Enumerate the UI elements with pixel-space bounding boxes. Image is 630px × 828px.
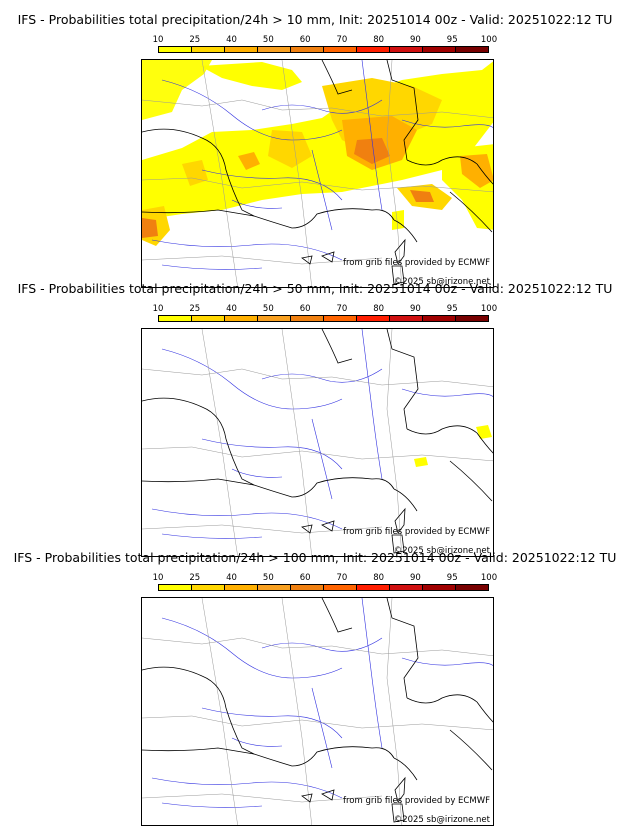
colorbar-tick-label: 70: [336, 573, 348, 583]
colorbar-segment: [423, 585, 456, 590]
colorbar-labels: 10 25 40 50 60 70 80 90 95 100: [153, 573, 498, 583]
region-borders: [142, 329, 493, 556]
colorbar-segment: [192, 47, 225, 52]
colorbar-segment: [456, 585, 488, 590]
colorbar-segment: [225, 47, 258, 52]
region-borders: [142, 60, 493, 287]
map-drawing: [142, 598, 493, 825]
colorbar-tick-label: 10: [152, 35, 164, 45]
colorbar-segment: [357, 585, 390, 590]
colorbar-segment: [390, 585, 423, 590]
colorbar-segment: [324, 316, 357, 321]
panel-title: IFS - Probabilities total precipitation/…: [17, 12, 613, 27]
rivers: [151, 598, 493, 808]
credit-source: from grib files provided by ECMWF: [343, 527, 490, 537]
colorbar-tick-label: 50: [262, 35, 274, 45]
colorbar-segment: [192, 585, 225, 590]
colorbar: 10 25 40 50 60 70 80 90 95 100: [153, 573, 498, 591]
colorbar-tick-label: 90: [410, 573, 421, 583]
colorbar-bar: [158, 315, 489, 322]
region-borders: [142, 598, 493, 825]
colorbar-tick-label: 95: [446, 35, 458, 45]
colorbar-segment: [456, 316, 488, 321]
colorbar-tick-label: 100: [480, 573, 498, 583]
colorbar-tick-label: 60: [299, 304, 311, 314]
rivers: [151, 60, 493, 270]
colorbar-segment: [225, 316, 258, 321]
coastlines: [142, 329, 493, 554]
colorbar-segment: [357, 316, 390, 321]
colorbar-tick-label: 40: [226, 573, 237, 583]
colorbar-segment: [291, 47, 324, 52]
colorbar: 10 25 40 50 60 70 80 90 95 100: [153, 35, 498, 53]
colorbar-bar: [158, 584, 489, 591]
map-panel-50mm: IFS - Probabilities total precipitation/…: [0, 281, 630, 557]
rivers: [151, 329, 493, 539]
colorbar-tick-label: 40: [226, 35, 237, 45]
credit-copyright: ©2025 sb@irizone.net: [393, 277, 490, 287]
panel-title: IFS - Probabilities total precipitation/…: [17, 281, 613, 296]
colorbar-tick-label: 95: [446, 573, 458, 583]
colorbar-segment: [423, 47, 456, 52]
colorbar-tick-label: 80: [373, 35, 385, 45]
colorbar-tick-label: 90: [410, 35, 421, 45]
colorbar-segment: [291, 585, 324, 590]
colorbar-bar: [158, 46, 489, 53]
panel-title: IFS - Probabilities total precipitation/…: [13, 550, 617, 565]
colorbar-tick-label: 80: [373, 304, 385, 314]
colorbar-tick-label: 50: [262, 573, 274, 583]
colorbar-segment: [159, 47, 192, 52]
colorbar-tick-label: 100: [480, 35, 498, 45]
colorbar-tick-label: 70: [336, 304, 348, 314]
colorbar-tick-label: 60: [299, 35, 311, 45]
colorbar-tick-label: 40: [226, 304, 237, 314]
colorbar-segment: [456, 47, 488, 52]
colorbar-segment: [390, 316, 423, 321]
precip-map: from grib files provided by ECMWF ©2025 …: [141, 328, 494, 557]
colorbar-tick-label: 80: [373, 573, 385, 583]
colorbar-tick-label: 50: [262, 304, 274, 314]
coastlines: [142, 60, 493, 285]
colorbar-segment: [225, 585, 258, 590]
colorbar-tick-label: 100: [480, 304, 498, 314]
colorbar-tick-label: 90: [410, 304, 421, 314]
precip-fields: [142, 60, 493, 246]
colorbar-segment: [258, 47, 291, 52]
colorbar-segment: [192, 316, 225, 321]
colorbar-labels: 10 25 40 50 60 70 80 90 95 100: [153, 35, 498, 45]
colorbar-segment: [390, 47, 423, 52]
colorbar-segment: [291, 316, 324, 321]
map-drawing: [142, 329, 493, 556]
map-panel-100mm: IFS - Probabilities total precipitation/…: [0, 550, 630, 826]
colorbar-segment: [258, 316, 291, 321]
precip-fields: [414, 425, 492, 467]
colorbar-segment: [357, 47, 390, 52]
colorbar-tick-label: 25: [189, 573, 201, 583]
map-panel-10mm: IFS - Probabilities total precipitation/…: [0, 12, 630, 288]
colorbar-segment: [324, 585, 357, 590]
colorbar-segment: [159, 585, 192, 590]
credit-source: from grib files provided by ECMWF: [343, 796, 490, 806]
colorbar-labels: 10 25 40 50 60 70 80 90 95 100: [153, 304, 498, 314]
colorbar-tick-label: 70: [336, 35, 348, 45]
credit-copyright: ©2025 sb@irizone.net: [393, 546, 490, 556]
colorbar: 10 25 40 50 60 70 80 90 95 100: [153, 304, 498, 322]
colorbar-tick-label: 10: [152, 573, 164, 583]
colorbar-segment: [324, 47, 357, 52]
colorbar-tick-label: 95: [446, 304, 458, 314]
credit-source: from grib files provided by ECMWF: [343, 258, 490, 268]
colorbar-tick-label: 25: [189, 304, 201, 314]
colorbar-segment: [159, 316, 192, 321]
precip-map: from grib files provided by ECMWF ©2025 …: [141, 597, 494, 826]
credit-copyright: ©2025 sb@irizone.net: [393, 815, 490, 825]
colorbar-tick-label: 60: [299, 573, 311, 583]
colorbar-segment: [423, 316, 456, 321]
colorbar-tick-label: 25: [189, 35, 201, 45]
colorbar-tick-label: 10: [152, 304, 164, 314]
coastlines: [142, 598, 493, 823]
precip-map: from grib files provided by ECMWF ©2025 …: [141, 59, 494, 288]
colorbar-segment: [258, 585, 291, 590]
map-drawing: [142, 60, 493, 287]
